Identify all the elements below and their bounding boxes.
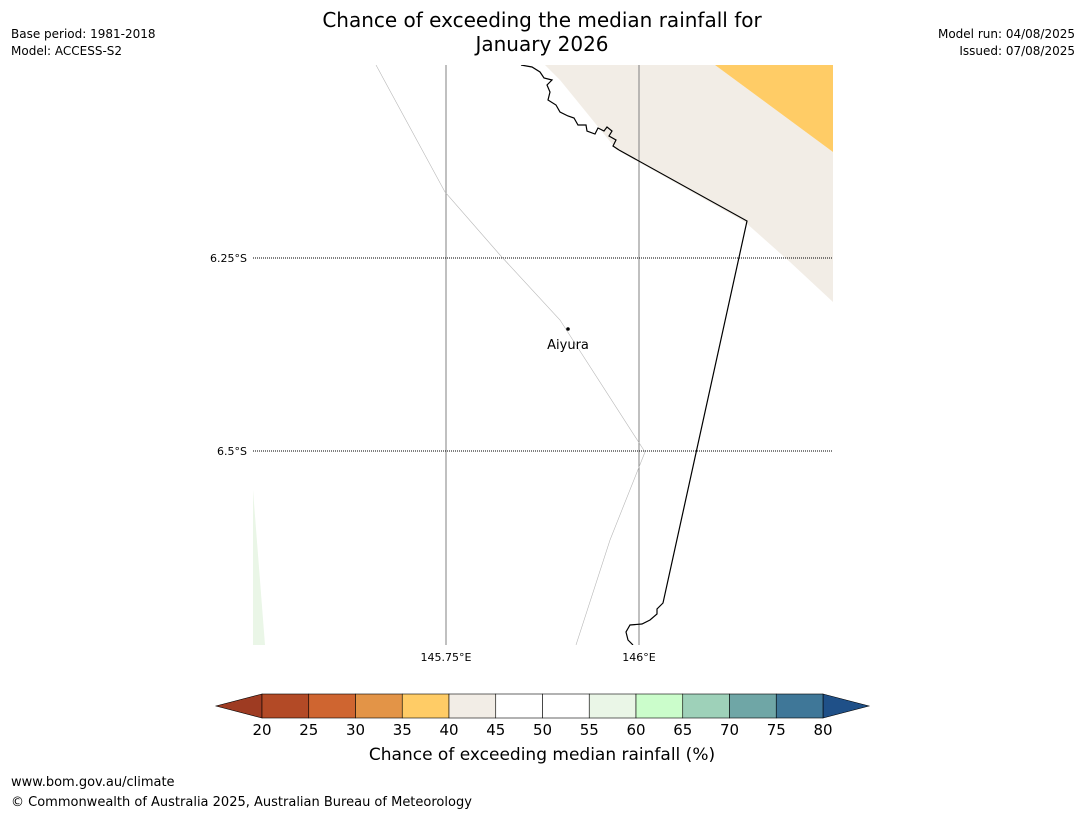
colorbar-tick-label: 40: [439, 721, 458, 739]
colorbar-tick-label: 20: [252, 721, 271, 739]
map-title: Chance of exceeding the median rainfall …: [242, 8, 842, 56]
lat-label-6-25: 6.25°S: [210, 252, 247, 265]
colorbar-swatch: [542, 693, 590, 719]
coastline: [520, 65, 620, 151]
lon-label-146: 146°E: [622, 651, 655, 664]
footer-url: www.bom.gov.au/climate: [11, 775, 175, 790]
colorbar-swatch: [775, 693, 824, 719]
colorbar-tick-label: 35: [393, 721, 412, 739]
colorbar-tick-label: 50: [533, 721, 552, 739]
province-boundary: [375, 65, 646, 645]
place-label: Aiyura: [547, 338, 589, 353]
base-info: Base period: 1981-2018 Model: ACCESS-S2: [11, 26, 156, 60]
map-title-line1: Chance of exceeding the median rainfall …: [322, 8, 762, 32]
map-title-line2: January 2026: [475, 32, 609, 56]
map-plot-area: [253, 65, 833, 645]
colorbar-over-arrow: [822, 693, 871, 719]
colorbar-swatch: [682, 693, 730, 719]
base-period-text: Base period: 1981-2018: [11, 27, 156, 41]
model-run-text: Model run: 04/08/2025: [937, 27, 1075, 41]
colorbar-label: Chance of exceeding median rainfall (%): [368, 745, 716, 765]
rain-band-35-40: [715, 65, 833, 152]
footer-copyright: © Commonwealth of Australia 2025, Austra…: [11, 795, 472, 810]
colorbar-under-arrow: [214, 693, 263, 719]
colorbar-swatch: [729, 693, 777, 719]
colorbar-tick-label: 65: [673, 721, 692, 739]
issued-text: Issued: 07/08/2025: [959, 44, 1075, 58]
colorbar-tick-label: 70: [720, 721, 739, 739]
colorbar-swatch: [495, 693, 543, 719]
colorbar-swatch: [635, 693, 684, 719]
run-info: Model run: 04/08/2025 Issued: 07/08/2025: [938, 26, 1075, 60]
colorbar-tick-label: 25: [299, 721, 318, 739]
colorbar-tick-label: 55: [580, 721, 599, 739]
colorbar-swatch: [401, 693, 450, 719]
lat-label-6-5: 6.5°S: [217, 445, 247, 458]
colorbar-tick-label: 60: [626, 721, 645, 739]
colorbar: 20 25 30 35 40 45 50 55 60 65 70 75 80: [214, 693, 871, 739]
lon-label-145-75: 145.75°E: [421, 651, 472, 664]
town-marker: [566, 327, 570, 331]
colorbar-swatch: [448, 693, 497, 719]
model-text: Model: ACCESS-S2: [11, 44, 123, 58]
colorbar-swatch: [588, 693, 637, 719]
colorbar-tick-label: 80: [813, 721, 832, 739]
border-line: [618, 149, 748, 645]
rain-band-40-45: [545, 65, 833, 302]
rain-band-55-60: [253, 490, 265, 645]
colorbar-tick-label: 45: [486, 721, 505, 739]
colorbar-tick-label: 30: [346, 721, 365, 739]
colorbar-tick-label: 75: [767, 721, 786, 739]
colorbar-swatch: [355, 693, 403, 719]
colorbar-swatch: [308, 693, 356, 719]
colorbar-swatch: [261, 693, 310, 719]
